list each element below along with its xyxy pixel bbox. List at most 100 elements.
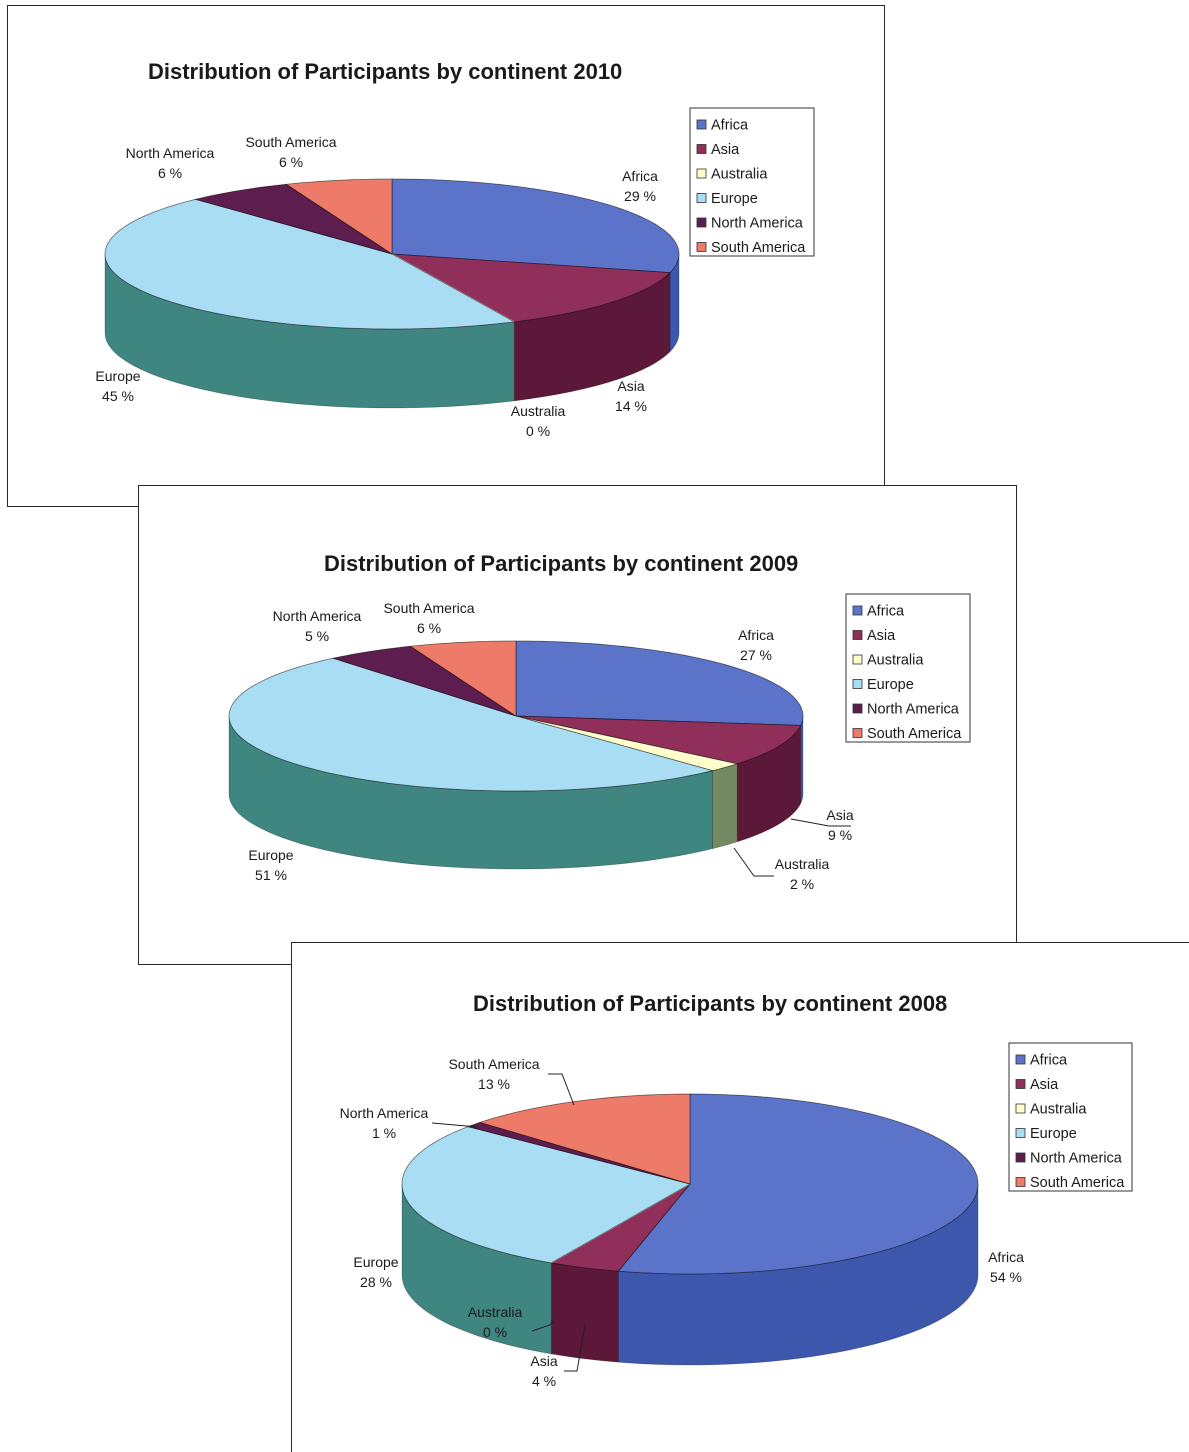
data-label-asia-pct: 14 %: [615, 398, 647, 414]
legend-swatch-europe: [852, 679, 863, 689]
data-label-europe-name: Europe: [353, 1254, 398, 1270]
data-label-north-america-pct: 1 %: [372, 1125, 396, 1141]
legend-item-africa: Africa: [852, 604, 905, 620]
legend: Africa Asia Australia Europe North America So…: [689, 107, 815, 257]
legend-item-australia: Australia: [852, 653, 924, 669]
legend-box: [845, 593, 971, 743]
data-label-asia-name: Asia: [530, 1353, 557, 1369]
pie-side-walls: [228, 715, 804, 870]
data-label-africa-name: Africa: [622, 168, 658, 184]
legend-label-south-america: South America: [711, 240, 806, 256]
data-label-africa-name: Africa: [988, 1249, 1024, 1265]
chart-panel-2008: Distribution of Participants by continen…: [291, 942, 1189, 1452]
data-label-africa-name: Africa: [738, 627, 774, 643]
data-labels: Africa 27 % Asia 9 % Australia 2 % Europ…: [248, 600, 853, 892]
legend-item-europe: Europe: [696, 191, 758, 207]
data-label-europe-pct: 45 %: [102, 388, 134, 404]
data-label-north-america-pct: 6 %: [158, 165, 182, 181]
legend-label-asia: Asia: [867, 628, 896, 644]
legend-box: [689, 107, 815, 257]
pie-slice-north-america: [331, 645, 517, 717]
legend-label-north-america: North America: [1030, 1151, 1123, 1167]
legend-label-north-america: North America: [711, 216, 804, 232]
legend-item-africa: Africa: [696, 118, 749, 134]
pie-top-faces: [228, 640, 804, 792]
data-label-australia-name: Australia: [775, 856, 830, 872]
data-label-south-america-pct: 6 %: [417, 620, 441, 636]
legend: Africa Asia Australia Europe North America So…: [1008, 1042, 1133, 1192]
pie-top-faces: [401, 1093, 979, 1275]
data-label-europe-pct: 51 %: [255, 867, 287, 883]
legend-item-north-america: North America: [1015, 1151, 1123, 1167]
pie-slice-africa: [391, 178, 680, 274]
data-label-south-america-name: South America: [383, 600, 474, 616]
legend-label-africa: Africa: [867, 604, 905, 620]
data-label-europe-name: Europe: [248, 847, 293, 863]
chart-title: Distribution of Participants by continen…: [324, 551, 798, 576]
data-label-south-america-name: South America: [245, 134, 336, 150]
pie-3d: [228, 640, 804, 870]
pie-slice-south-america: [409, 640, 517, 717]
data-label-north-america-pct: 5 %: [305, 628, 329, 644]
legend-item-north-america: North America: [696, 216, 804, 232]
legend-label-africa: Africa: [711, 118, 749, 134]
legend-label-south-america: South America: [1030, 1175, 1125, 1191]
legend-swatch-north-america: [852, 703, 863, 714]
data-label-south-america-pct: 13 %: [478, 1076, 510, 1092]
leader-line-asia: [564, 1324, 586, 1372]
legend-item-australia: Australia: [696, 167, 768, 183]
legend-swatch-south-america: [852, 728, 863, 738]
data-label-australia-pct: 2 %: [790, 876, 814, 892]
pie-slice-south-america: [478, 1093, 691, 1185]
legend-label-asia: Asia: [1030, 1077, 1059, 1093]
chart-panel-2009: Distribution of Participants by continen…: [138, 485, 1017, 965]
data-label-europe-pct: 28 %: [360, 1274, 392, 1290]
legend-label-australia: Australia: [711, 167, 768, 183]
chart-panel-2010: Distribution of Participants by continen…: [7, 5, 885, 507]
legend-swatch-north-america: [1015, 1152, 1026, 1163]
legend-item-south-america: South America: [1015, 1175, 1125, 1191]
legend-swatch-asia: [696, 144, 707, 154]
pie-top-faces: [104, 178, 680, 330]
pie-slice-europe: [401, 1126, 692, 1264]
legend-swatch-africa: [696, 119, 707, 130]
chart-title: Distribution of Participants by continen…: [148, 59, 622, 84]
leader-line-australia: [733, 847, 774, 877]
legend-item-asia: Asia: [852, 628, 896, 644]
data-labels: Africa 29 % Asia 14 % Australia 0 % Euro…: [95, 134, 658, 439]
legend-label-africa: Africa: [1030, 1053, 1068, 1069]
legend-label-australia: Australia: [1030, 1102, 1087, 1118]
legend-swatch-africa: [1015, 1054, 1026, 1065]
leader-line-south-america: [548, 1073, 575, 1106]
legend-label-europe: Europe: [711, 191, 758, 207]
legend-label-europe: Europe: [867, 677, 914, 693]
legend-item-europe: Europe: [852, 677, 914, 693]
legend-item-south-america: South America: [696, 240, 806, 256]
leader-line-asia: [790, 818, 851, 827]
legend-box: [1008, 1042, 1133, 1192]
legend-item-europe: Europe: [1015, 1126, 1077, 1142]
legend-swatch-australia: [696, 168, 707, 179]
pie-side-walls: [104, 253, 680, 409]
data-label-australia-pct: 0 %: [483, 1324, 507, 1340]
legend-label-asia: Asia: [711, 142, 740, 158]
pie-slice-africa: [617, 1093, 979, 1275]
data-label-asia-name: Asia: [617, 378, 644, 394]
data-label-africa-pct: 54 %: [990, 1269, 1022, 1285]
legend-label-north-america: North America: [867, 702, 960, 718]
pie-slice-europe: [104, 198, 516, 330]
pie-side-walls: [401, 1183, 979, 1366]
pie-chart-2010: Distribution of Participants by continen…: [95, 59, 815, 439]
leader-lines: [733, 818, 851, 877]
data-label-asia-pct: 4 %: [532, 1373, 556, 1389]
leader-line-north-america: [431, 1122, 479, 1128]
legend-item-africa: Africa: [1015, 1053, 1068, 1069]
legend-swatch-australia: [1015, 1103, 1026, 1114]
pie-slice-australia: [515, 715, 739, 772]
legend-item-asia: Asia: [1015, 1077, 1059, 1093]
pie-slice-europe: [228, 657, 715, 792]
legend-swatch-asia: [1015, 1079, 1026, 1089]
pie-chart-2009: Distribution of Participants by continen…: [228, 551, 971, 892]
legend-label-south-america: South America: [867, 726, 962, 742]
pie-slice-africa: [515, 640, 804, 726]
